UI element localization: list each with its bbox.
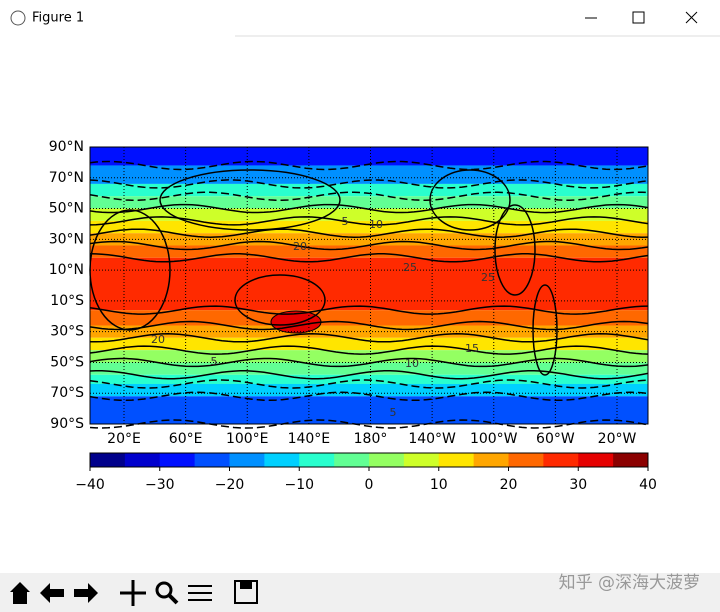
save-button[interactable] [234,580,258,604]
lon-tick-label: 140°E [288,431,331,447]
colorbar-swatch [264,453,300,467]
colorbar: −40 −30 −20 −10 0 10 20 30 40 [75,452,657,493]
contour-label: 25 [403,261,417,274]
maximize-button[interactable] [632,11,645,24]
lat-tick-label: 50°N [49,201,84,217]
lon-tick-label: 60°E [169,431,203,447]
contour-line [89,253,649,263]
colorbar-tick-label: −20 [215,477,245,493]
landmass [532,284,558,376]
home-button[interactable] [10,582,30,604]
lat-tick-label: 30°N [49,231,84,247]
lat-tick-label: 30°S [50,324,84,340]
colorbar-swatch [299,453,335,467]
contour-label: 10 [369,218,383,231]
contour-line [89,191,649,201]
contour-line [89,391,649,402]
landmass [234,274,326,326]
temperature-band [90,208,648,221]
contour-line [89,240,649,251]
contour-label: 5 [342,215,349,228]
colorbar-swatch [90,453,126,467]
forward-button[interactable] [74,583,98,603]
lat-tick-label: 10°N [49,262,84,278]
temperature-band [90,257,648,311]
contour-line [89,419,649,429]
lon-tick-label: 100°E [226,431,269,447]
temperature-band [90,147,648,166]
temperature-band [90,383,648,397]
contour-line [89,203,649,214]
map-frame [89,146,649,425]
colorbar-tick-label: −10 [284,477,314,493]
colorbar-swatch [403,453,440,467]
contour-label: 10 [405,357,419,370]
colorbar-swatch [578,453,614,467]
contour-label: 5 [390,406,397,419]
contour-line [89,216,649,226]
lat-tick-label: 50°S [50,354,84,370]
contour-label: 20 [151,333,165,346]
colorbar-swatch [508,453,544,467]
configure-button[interactable] [188,585,212,601]
close-button[interactable] [685,11,698,24]
colorbar-swatch [229,453,265,467]
lat-tick-label: 10°S [50,293,84,309]
contour-line [89,379,649,389]
colorbar-tick-label: −40 [75,477,105,493]
colorbar-swatch [124,453,161,467]
contour-line [89,345,649,355]
title-bar [0,0,720,36]
temperature-band [90,362,648,375]
colorbar-swatch [613,453,649,467]
window-title: Figure 1 [32,11,84,26]
pan-button[interactable] [120,580,146,606]
contour-line [89,228,649,238]
temperature-band [90,196,648,209]
landmass [429,169,511,231]
colorbar-swatch [369,453,405,467]
colorbar-tick-label: 0 [365,477,374,493]
lat-tick-label: 90°N [49,139,84,155]
lon-tick-label: 100°W [470,431,518,447]
lat-tick-label: 70°N [49,170,84,186]
lon-tick-label: 60°W [536,431,575,447]
colorbar-tick-label: 40 [639,477,657,493]
lon-tick-label: 20°W [598,431,637,447]
temperature-band [90,310,648,326]
back-button[interactable] [40,583,64,603]
lat-tick-label: 90°S [50,416,84,432]
lon-tick-label: 180° [354,431,388,447]
colorbar-swatch [473,453,509,467]
watermark: 知乎 @深海大菠萝 [559,573,700,593]
contour-label: 25 [481,271,495,284]
colorbar-swatch [543,453,579,467]
zoom-button[interactable] [155,581,179,605]
colorbar-tick-label: 30 [569,477,587,493]
lon-tick-label: 140°W [408,431,456,447]
colorbar-swatch [159,453,196,467]
temperature-band [90,245,648,258]
landmass [159,169,341,231]
lon-tick-label: 20°E [107,431,141,447]
colorbar-tick-label: −30 [145,477,175,493]
contour-label: 20 [293,240,307,253]
temperature-band [90,183,648,197]
contour-label: 15 [465,342,479,355]
app-icon [10,10,26,26]
temperature-band [90,165,648,184]
contour-label: 5 [211,355,218,368]
colorbar-tick-label: 20 [500,477,518,493]
colorbar-swatch [438,453,475,467]
temperature-band [90,350,648,363]
colorbar-swatch [194,453,230,467]
colorbar-swatch [334,453,370,467]
contour-line [89,320,649,331]
map: 20°E 60°E 100°E 140°E 180° 140°W 100°W 60°W 20°W… [49,139,649,447]
colorbar-tick-label: 10 [430,477,448,493]
landmass [494,204,536,296]
lat-tick-label: 70°S [50,385,84,401]
